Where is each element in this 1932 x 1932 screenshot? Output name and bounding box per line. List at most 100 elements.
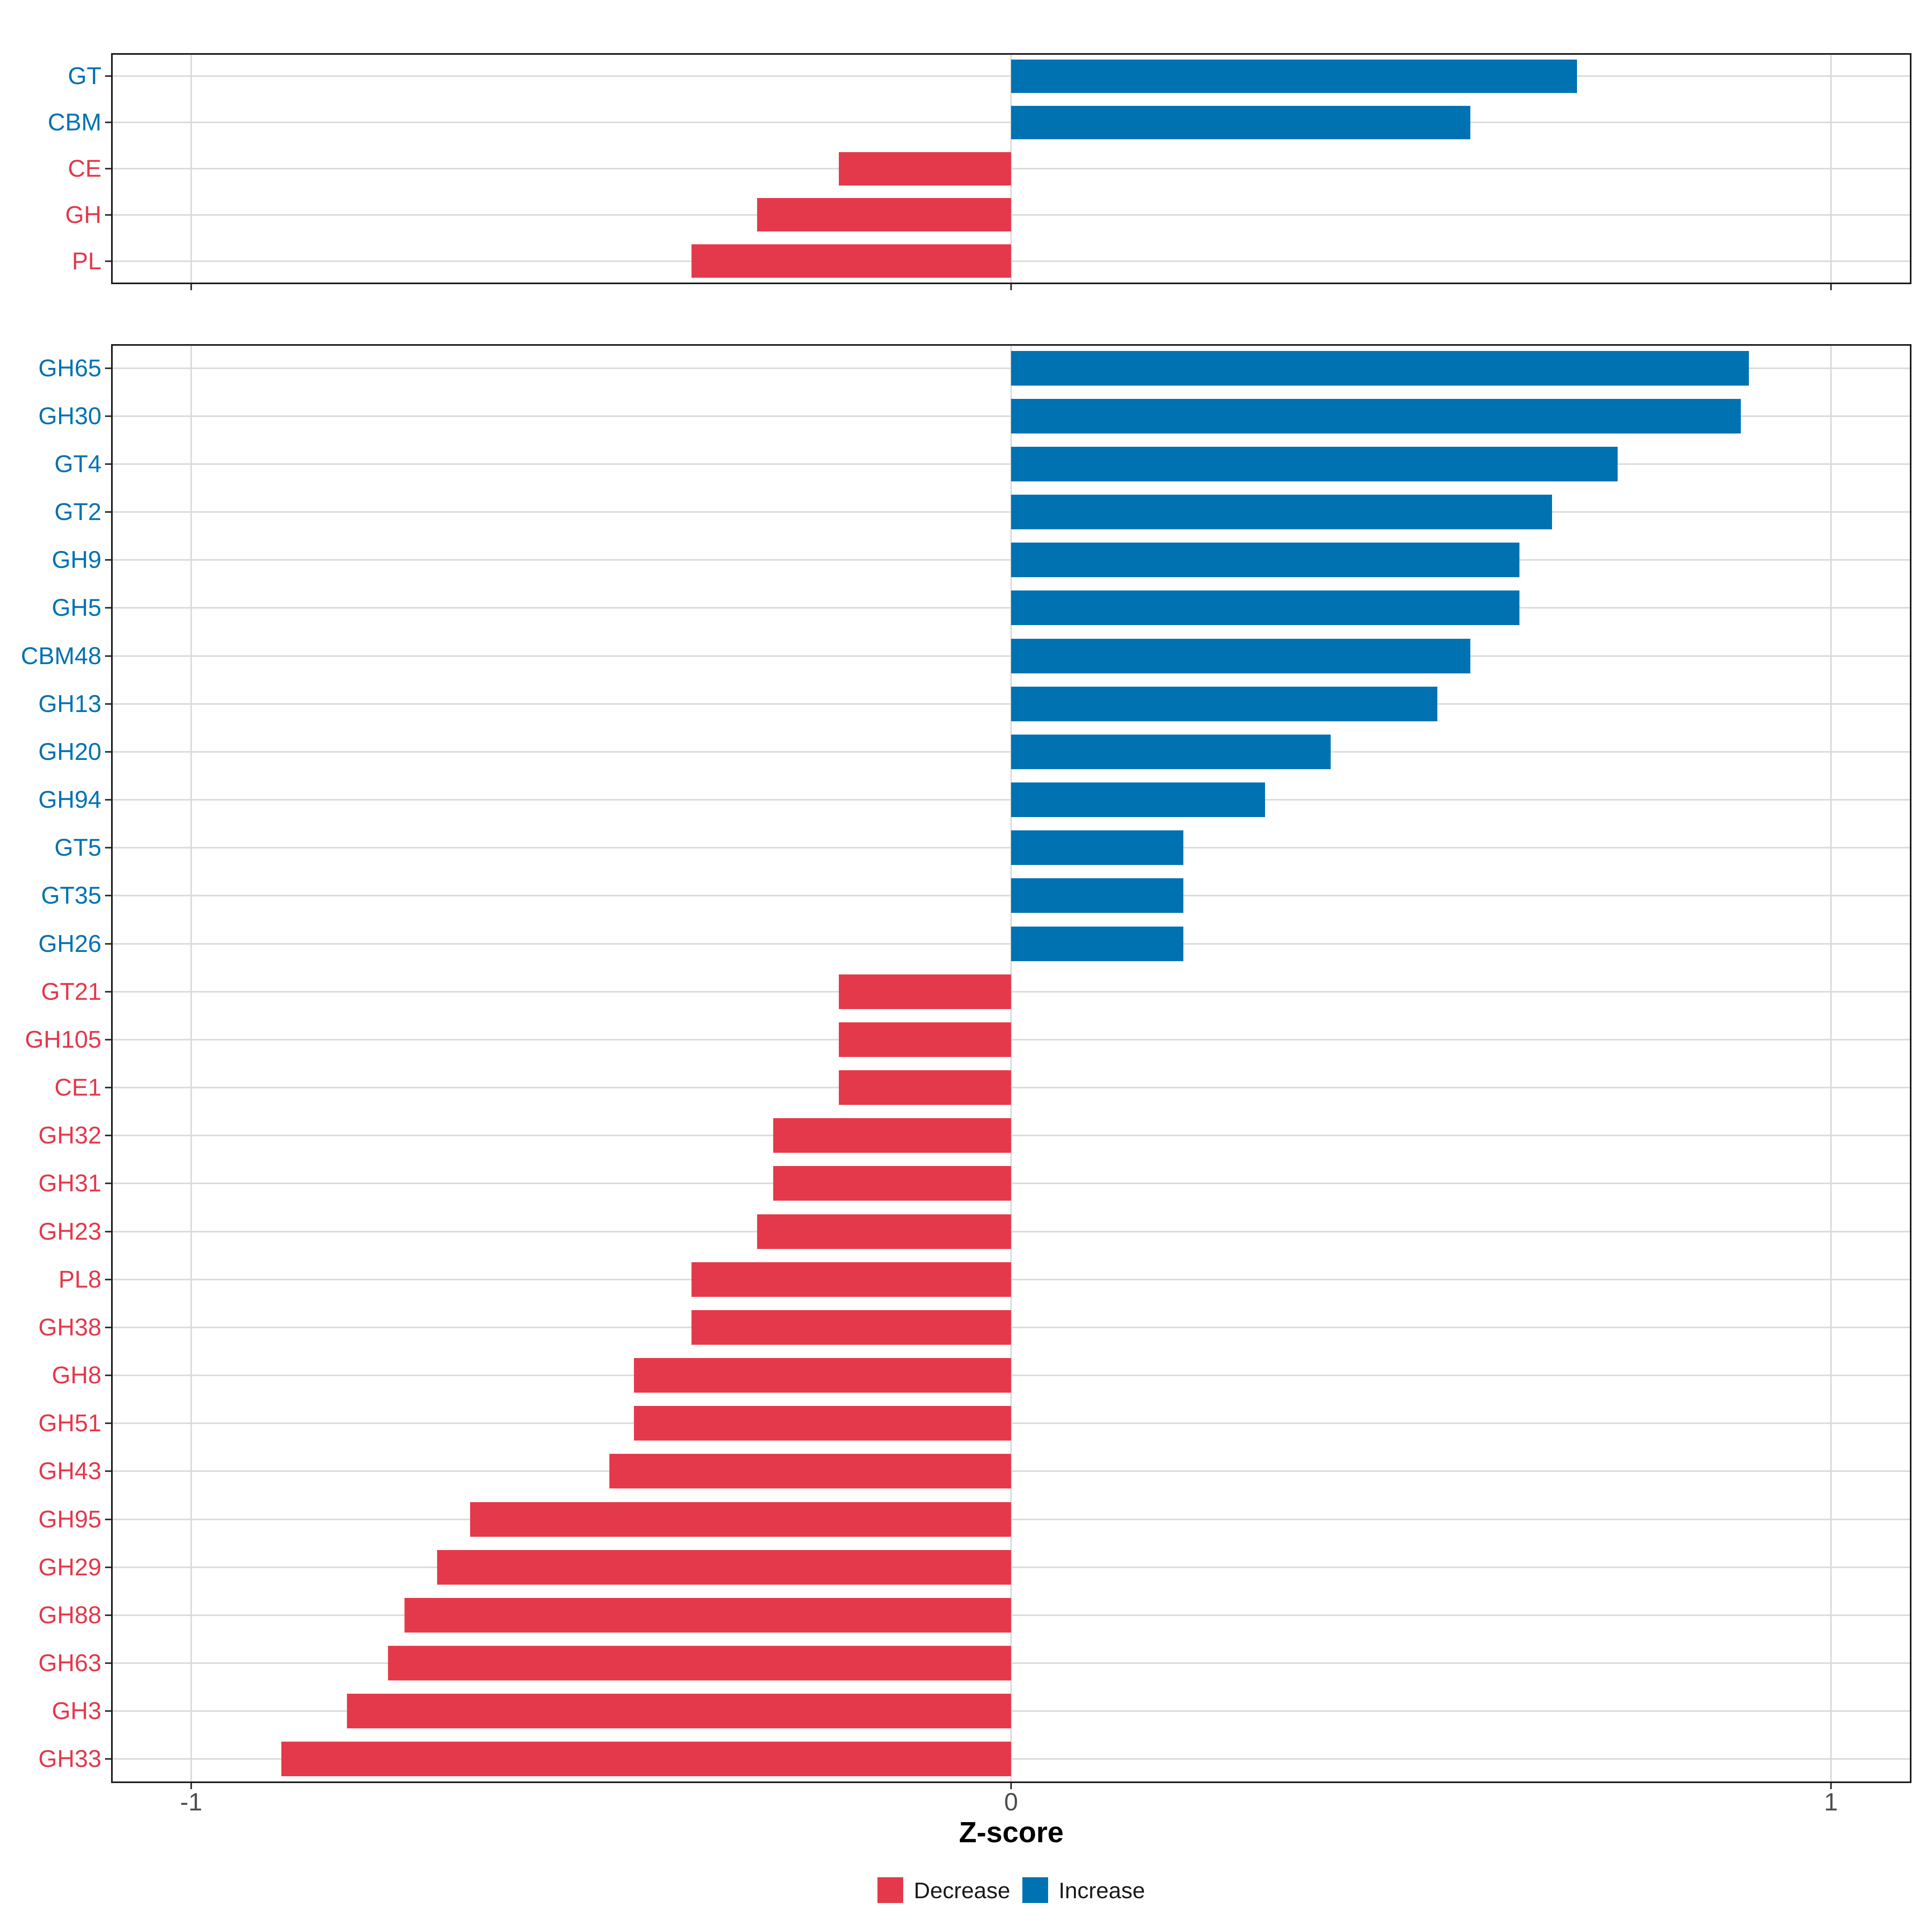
gridline-x-0 <box>1010 344 1012 1783</box>
category-label-GH3: GH3 <box>52 1697 101 1725</box>
gridline-row-GH33 <box>111 1758 1911 1760</box>
y-tick-GT4 <box>105 463 111 465</box>
y-tick-GH26 <box>105 943 111 945</box>
y-tick-GH23 <box>105 1230 111 1232</box>
category-label-CE: CE <box>68 155 101 182</box>
category-label-GH8: GH8 <box>52 1362 101 1389</box>
y-tick-GH29 <box>105 1566 111 1568</box>
y-tick-GH30 <box>105 415 111 417</box>
category-label-GT4: GT4 <box>54 450 101 477</box>
x-tick-top-1 <box>1830 284 1832 290</box>
y-tick-GH94 <box>105 799 111 801</box>
x-tick-label--1: -1 <box>180 1788 202 1816</box>
gridline-row-GH105 <box>111 1038 1911 1040</box>
y-tick-GT21 <box>105 991 111 993</box>
category-label-GH88: GH88 <box>38 1601 101 1629</box>
bar-GH9 <box>1011 543 1519 578</box>
category-label-GH26: GH26 <box>38 930 101 957</box>
bar-GH3 <box>347 1694 1011 1729</box>
gridline-row-CE1 <box>111 1087 1911 1089</box>
category-label-GH95: GH95 <box>38 1505 101 1533</box>
legend-item-increase: Increase <box>1022 1877 1145 1903</box>
legend-swatch-decrease-icon <box>877 1877 904 1903</box>
legend-swatch-increase-icon <box>1022 1877 1048 1903</box>
bar-CBM48 <box>1011 638 1470 673</box>
bar-GT35 <box>1011 878 1183 913</box>
y-tick-CBM48 <box>105 655 111 657</box>
category-label-GH51: GH51 <box>38 1410 101 1437</box>
y-tick-GH13 <box>105 703 111 705</box>
bar-GH43 <box>609 1454 1011 1489</box>
y-tick-GH31 <box>105 1183 111 1185</box>
bar-GH88 <box>404 1598 1011 1633</box>
bar-PL <box>691 244 1011 278</box>
bar-GH63 <box>388 1646 1011 1681</box>
gridline-row-GH29 <box>111 1566 1911 1568</box>
category-label-GH65: GH65 <box>38 354 101 382</box>
y-tick-GH3 <box>105 1710 111 1712</box>
bar-GT <box>1011 59 1577 93</box>
bar-GH105 <box>839 1022 1011 1057</box>
gridline-row-GH8 <box>111 1375 1911 1377</box>
x-tick-label-0: 0 <box>1004 1788 1018 1816</box>
y-tick-GH20 <box>105 751 111 753</box>
y-tick-GH8 <box>105 1375 111 1377</box>
category-label-GH: GH <box>65 201 101 228</box>
category-label-GH31: GH31 <box>38 1170 101 1197</box>
y-tick-GT <box>105 75 111 77</box>
category-label-GH29: GH29 <box>38 1553 101 1581</box>
gridline-row-GT21 <box>111 991 1911 993</box>
bar-GH5 <box>1011 590 1519 625</box>
bar-GH20 <box>1011 734 1331 769</box>
bar-GH31 <box>773 1166 1011 1201</box>
bar-GT2 <box>1011 495 1552 530</box>
gridline-x--1 <box>190 344 192 1783</box>
panel-cazyme-families <box>111 344 1911 1783</box>
gridline-row-GH23 <box>111 1230 1911 1232</box>
category-label-GT: GT <box>68 62 101 90</box>
y-tick-GH32 <box>105 1135 111 1137</box>
y-tick-GH51 <box>105 1422 111 1424</box>
y-tick-GT2 <box>105 511 111 513</box>
y-tick-GH105 <box>105 1038 111 1040</box>
x-tick-bottom-1 <box>1830 1783 1832 1789</box>
category-label-GH105: GH105 <box>25 1026 101 1053</box>
gridline-row-PL8 <box>111 1278 1911 1280</box>
bar-CE <box>839 152 1011 186</box>
legend-label-increase: Increase <box>1058 1877 1145 1903</box>
gridline-row-GH32 <box>111 1135 1911 1137</box>
bar-GH33 <box>281 1742 1011 1777</box>
gridline-row-GH31 <box>111 1183 1911 1185</box>
x-tick-bottom--1 <box>190 1783 192 1789</box>
x-tick-bottom-0 <box>1010 1783 1012 1789</box>
category-label-GT21: GT21 <box>41 978 101 1005</box>
gridline-x-1 <box>1830 344 1832 1783</box>
x-axis-title: Z-score <box>959 1816 1064 1849</box>
y-tick-GH33 <box>105 1758 111 1760</box>
bar-GH23 <box>757 1214 1011 1249</box>
category-label-GH30: GH30 <box>38 402 101 429</box>
bar-GH32 <box>773 1118 1011 1153</box>
bar-CBM <box>1011 105 1470 139</box>
category-label-GH94: GH94 <box>38 786 101 813</box>
y-tick-GH43 <box>105 1470 111 1472</box>
gridline-row-GH95 <box>111 1518 1911 1520</box>
category-label-GH13: GH13 <box>38 690 101 717</box>
legend-label-decrease: Decrease <box>914 1877 1010 1903</box>
gridline-row-GH3 <box>111 1710 1911 1712</box>
y-tick-GH88 <box>105 1614 111 1616</box>
gridline-row-GH43 <box>111 1470 1911 1472</box>
category-label-GT35: GT35 <box>41 882 101 909</box>
y-tick-GH65 <box>105 367 111 369</box>
bar-GT5 <box>1011 830 1183 865</box>
y-tick-GT35 <box>105 895 111 897</box>
category-label-GH9: GH9 <box>52 546 101 574</box>
gridline-row-GH51 <box>111 1422 1911 1424</box>
bar-GH26 <box>1011 926 1183 961</box>
category-label-GH38: GH38 <box>38 1313 101 1341</box>
gridline-row-GH63 <box>111 1662 1911 1664</box>
category-label-CE1: CE1 <box>54 1074 101 1101</box>
y-tick-GT5 <box>105 847 111 849</box>
category-label-GH63: GH63 <box>38 1649 101 1677</box>
y-tick-GH5 <box>105 607 111 609</box>
